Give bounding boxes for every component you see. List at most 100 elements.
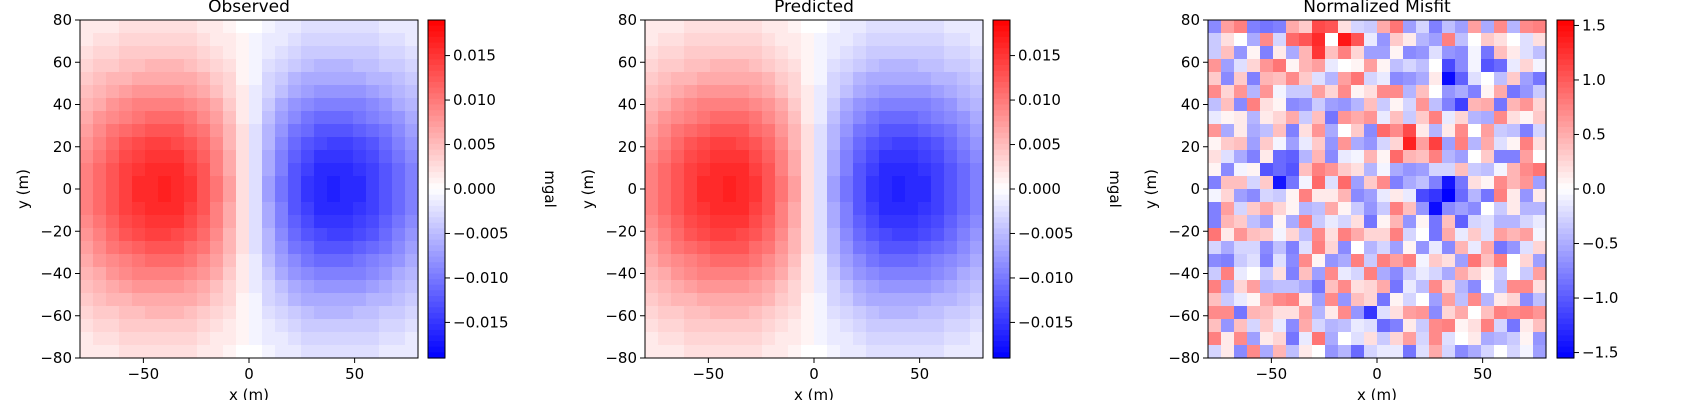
heatmap-cell <box>392 85 406 99</box>
heatmap-cell <box>970 280 984 294</box>
heatmap-cell <box>1403 332 1417 346</box>
heatmap-cell <box>853 319 867 333</box>
heatmap-cell <box>158 98 172 112</box>
heatmap-cell <box>314 163 328 177</box>
heatmap-cell <box>262 163 276 177</box>
heatmap-cell <box>1325 46 1339 60</box>
colorbar-segment <box>428 110 445 117</box>
heatmap-cell <box>879 137 893 151</box>
heatmap-cell <box>301 33 315 47</box>
heatmap-cell <box>775 345 789 359</box>
heatmap-cell <box>684 319 698 333</box>
colorbar-segment <box>993 296 1010 303</box>
heatmap-cell <box>1468 332 1482 346</box>
heatmap-cell <box>1338 124 1352 138</box>
heatmap-cell <box>171 163 185 177</box>
heatmap-cell <box>671 124 685 138</box>
heatmap-cell <box>314 345 328 359</box>
heatmap-cell <box>1273 59 1287 73</box>
heatmap-cell <box>1481 241 1495 255</box>
heatmap-cell <box>197 280 211 294</box>
x-tick-label: 50 <box>1473 365 1492 383</box>
y-tick-label: −40 <box>40 265 72 283</box>
colorbar-tick-label: 0.0 <box>1582 180 1606 198</box>
heatmap-cell <box>710 59 724 73</box>
heatmap-cell <box>1260 241 1274 255</box>
heatmap-cell <box>775 124 789 138</box>
heatmap-cell <box>1377 59 1391 73</box>
heatmap-cell <box>327 46 341 60</box>
heatmap-cell <box>93 176 107 190</box>
heatmap-cell <box>1403 59 1417 73</box>
heatmap-cell <box>905 46 919 60</box>
heatmap-cell <box>1208 176 1222 190</box>
heatmap-cell <box>918 20 932 34</box>
heatmap-cell <box>1260 163 1274 177</box>
heatmap-cell <box>1377 215 1391 229</box>
colorbar-segment <box>993 31 1010 38</box>
heatmap-cell <box>723 176 737 190</box>
heatmap-cell <box>1299 124 1313 138</box>
heatmap-cell <box>710 202 724 216</box>
heatmap-cell <box>1234 280 1248 294</box>
heatmap-cell <box>775 228 789 242</box>
heatmap-cell <box>379 33 393 47</box>
heatmap-cell <box>827 280 841 294</box>
heatmap-cell <box>892 59 906 73</box>
heatmap-cell <box>106 98 120 112</box>
heatmap-cell <box>327 111 341 125</box>
heatmap-cell <box>879 319 893 333</box>
colorbar-tick-label: −0.010 <box>453 269 509 287</box>
heatmap-cell <box>80 98 94 112</box>
heatmap-cell <box>106 215 120 229</box>
heatmap-cell <box>1416 150 1430 164</box>
heatmap-cell <box>314 85 328 99</box>
heatmap-cell <box>788 228 802 242</box>
heatmap-cell <box>1416 228 1430 242</box>
heatmap-cell <box>275 163 289 177</box>
heatmap-cell <box>171 59 185 73</box>
heatmap-cell <box>1273 111 1287 125</box>
heatmap-cell <box>762 163 776 177</box>
heatmap-cell <box>197 306 211 320</box>
heatmap-cell <box>1260 189 1274 203</box>
colorbar-segment <box>993 273 1010 280</box>
heatmap-cell <box>827 345 841 359</box>
heatmap-cell <box>1260 20 1274 34</box>
heatmap-cell <box>762 319 776 333</box>
heatmap-cell <box>827 137 841 151</box>
heatmap-cell <box>392 202 406 216</box>
heatmap-cell <box>931 124 945 138</box>
heatmap-cell <box>1442 293 1456 307</box>
heatmap-cell <box>1325 72 1339 86</box>
heatmap-cell <box>957 163 971 177</box>
heatmap-cell <box>944 215 958 229</box>
colorbar-segment <box>1557 127 1574 134</box>
heatmap-cell <box>1234 20 1248 34</box>
heatmap-cell <box>1403 150 1417 164</box>
heatmap-cell <box>801 202 815 216</box>
heatmap-cell <box>1286 163 1300 177</box>
heatmap-cell <box>1442 98 1456 112</box>
heatmap-cell <box>1325 124 1339 138</box>
heatmap-cell <box>736 163 750 177</box>
heatmap-cell <box>749 332 763 346</box>
heatmap-cell <box>1221 150 1235 164</box>
heatmap-cell <box>879 163 893 177</box>
heatmap-cell <box>710 319 724 333</box>
heatmap-cell <box>905 98 919 112</box>
heatmap-cell <box>775 280 789 294</box>
heatmap-cell <box>840 163 854 177</box>
heatmap-cell <box>197 137 211 151</box>
heatmap-cell <box>340 267 354 281</box>
heatmap-cell <box>879 46 893 60</box>
heatmap-cell <box>970 98 984 112</box>
heatmap-cell <box>1429 33 1443 47</box>
heatmap-cell <box>645 59 659 73</box>
heatmap-cell <box>93 280 107 294</box>
x-axis-label: x (m) <box>229 386 269 400</box>
colorbar-tick-label: −0.005 <box>1018 224 1074 242</box>
heatmap-cell <box>405 228 419 242</box>
colorbar-segment <box>993 189 1010 196</box>
heatmap-cell <box>1429 46 1443 60</box>
